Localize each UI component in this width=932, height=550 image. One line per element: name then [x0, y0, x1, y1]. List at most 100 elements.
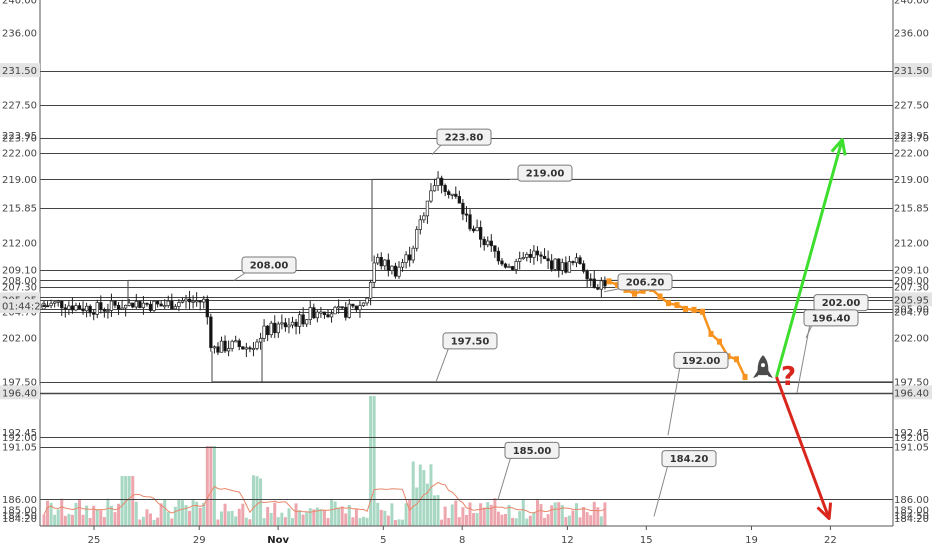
candle-body-2 — [49, 302, 53, 307]
candle-body-95 — [379, 257, 383, 267]
candle-body-126 — [489, 240, 493, 247]
volume-bars — [42, 396, 607, 526]
candle-body-8 — [70, 305, 75, 311]
ann-label-1: 219.00 — [526, 169, 565, 180]
candlesticks — [42, 171, 607, 358]
candle-body-75 — [308, 307, 312, 321]
volume-bar-33 — [159, 503, 163, 526]
volume-bar-45 — [202, 502, 206, 526]
horizontal-levels — [40, 71, 893, 500]
candle-body-144 — [553, 258, 557, 270]
volume-bar-147 — [564, 517, 568, 526]
volume-bar-119 — [464, 514, 468, 526]
candle-body-52 — [226, 348, 231, 352]
volume-bar-138 — [532, 512, 536, 526]
candle-body-134 — [518, 258, 522, 262]
volume-bar-108 — [425, 483, 429, 526]
candle-body-99 — [393, 265, 398, 277]
candle-body-71 — [294, 321, 298, 327]
y-tick-left-17: 202.00 — [2, 333, 37, 344]
volume-bar-96 — [383, 510, 387, 526]
volume-bar-1 — [46, 500, 50, 526]
volume-bar-35 — [166, 512, 170, 526]
current-price-box — [0, 299, 40, 314]
candle-body-32 — [155, 300, 160, 305]
volume-bar-70 — [291, 518, 294, 526]
y-tick-left-25: 184.50 — [2, 511, 37, 522]
y-tick-right-23: 186.00 — [894, 495, 929, 506]
volume-bar-141 — [543, 517, 547, 526]
x-tick-2: Nov — [267, 535, 289, 546]
candle-body-7 — [67, 305, 71, 310]
candle-body-110 — [432, 185, 437, 192]
volume-bar-104 — [411, 461, 415, 526]
y-tick-left-19: 196.40 — [2, 388, 37, 399]
volume-bar-115 — [450, 504, 454, 526]
candle-body-30 — [148, 303, 153, 311]
candle-body-42 — [191, 300, 195, 303]
y-tick-right-6: 222.00 — [894, 148, 929, 159]
candle-body-6 — [63, 307, 67, 310]
tick-highlight-right-19 — [894, 385, 932, 400]
candle-body-69 — [287, 324, 291, 328]
y-tick-right-2: 231.50 — [894, 66, 929, 77]
volume-bar-29 — [145, 509, 149, 526]
volume-bar-100 — [397, 519, 401, 526]
candle-body-136 — [525, 253, 529, 258]
candle-body-57 — [244, 347, 249, 350]
candle-body-92 — [368, 282, 373, 299]
volume-bar-5 — [60, 498, 64, 526]
volume-bar-149 — [571, 510, 575, 526]
volume-bar-86 — [347, 505, 351, 526]
tick-highlight-left-2 — [0, 63, 40, 78]
volume-bar-95 — [379, 509, 383, 526]
volume-bar-31 — [152, 519, 156, 526]
ann-label-2: 208.00 — [250, 261, 289, 272]
volume-bar-24 — [127, 476, 131, 526]
volume-bar-14 — [92, 505, 96, 526]
candle-body-106 — [418, 219, 422, 230]
scenario-down-arrow-head — [816, 502, 833, 521]
ann-pointer-9 — [653, 464, 669, 517]
volume-bar-132 — [511, 517, 515, 526]
volume-bar-120 — [468, 502, 472, 526]
candle-body-14 — [92, 312, 96, 315]
volume-bar-111 — [436, 495, 440, 526]
candle-body-17 — [102, 309, 107, 312]
candle-body-118 — [461, 202, 465, 215]
candle-body-80 — [326, 314, 330, 318]
x-tick-6: 15 — [640, 535, 653, 546]
volume-bar-38 — [177, 500, 181, 526]
candle-body-35 — [166, 300, 170, 306]
volume-bar-4 — [56, 509, 60, 526]
volume-bar-80 — [326, 518, 330, 526]
ann-box-6 — [803, 309, 859, 327]
volume-bar-89 — [358, 518, 362, 526]
candle-body-132 — [510, 266, 515, 270]
price-annotations: 223.80 219.00 208.00 206.20 202.00 197.50 196.… — [233, 128, 869, 517]
candle-body-82 — [333, 306, 337, 315]
candle-body-93 — [372, 262, 376, 283]
candle-body-54 — [234, 340, 238, 343]
volume-bar-88 — [354, 509, 358, 526]
volume-bar-58 — [248, 519, 252, 526]
candle-body-131 — [507, 266, 511, 269]
candle-body-12 — [84, 305, 89, 312]
scenario-down-arrow-shaft — [775, 376, 831, 520]
x-tick-4: 8 — [459, 535, 465, 546]
y-tick-left-23: 186.00 — [2, 495, 37, 506]
candle-body-96 — [383, 259, 387, 267]
volume-bar-15 — [95, 509, 99, 526]
volume-bar-18 — [106, 498, 110, 526]
candle-body-155 — [592, 278, 596, 289]
candle-body-70 — [290, 321, 295, 326]
volume-bar-83 — [337, 507, 341, 526]
y-tick-left-5: 223.70 — [2, 133, 37, 144]
candle-body-84 — [340, 306, 344, 309]
volume-bar-68 — [283, 517, 287, 526]
y-tick-right-8: 215.85 — [894, 203, 929, 214]
volume-bar-66 — [276, 517, 280, 526]
volume-bar-7 — [67, 513, 71, 526]
volume-bar-133 — [514, 518, 518, 526]
